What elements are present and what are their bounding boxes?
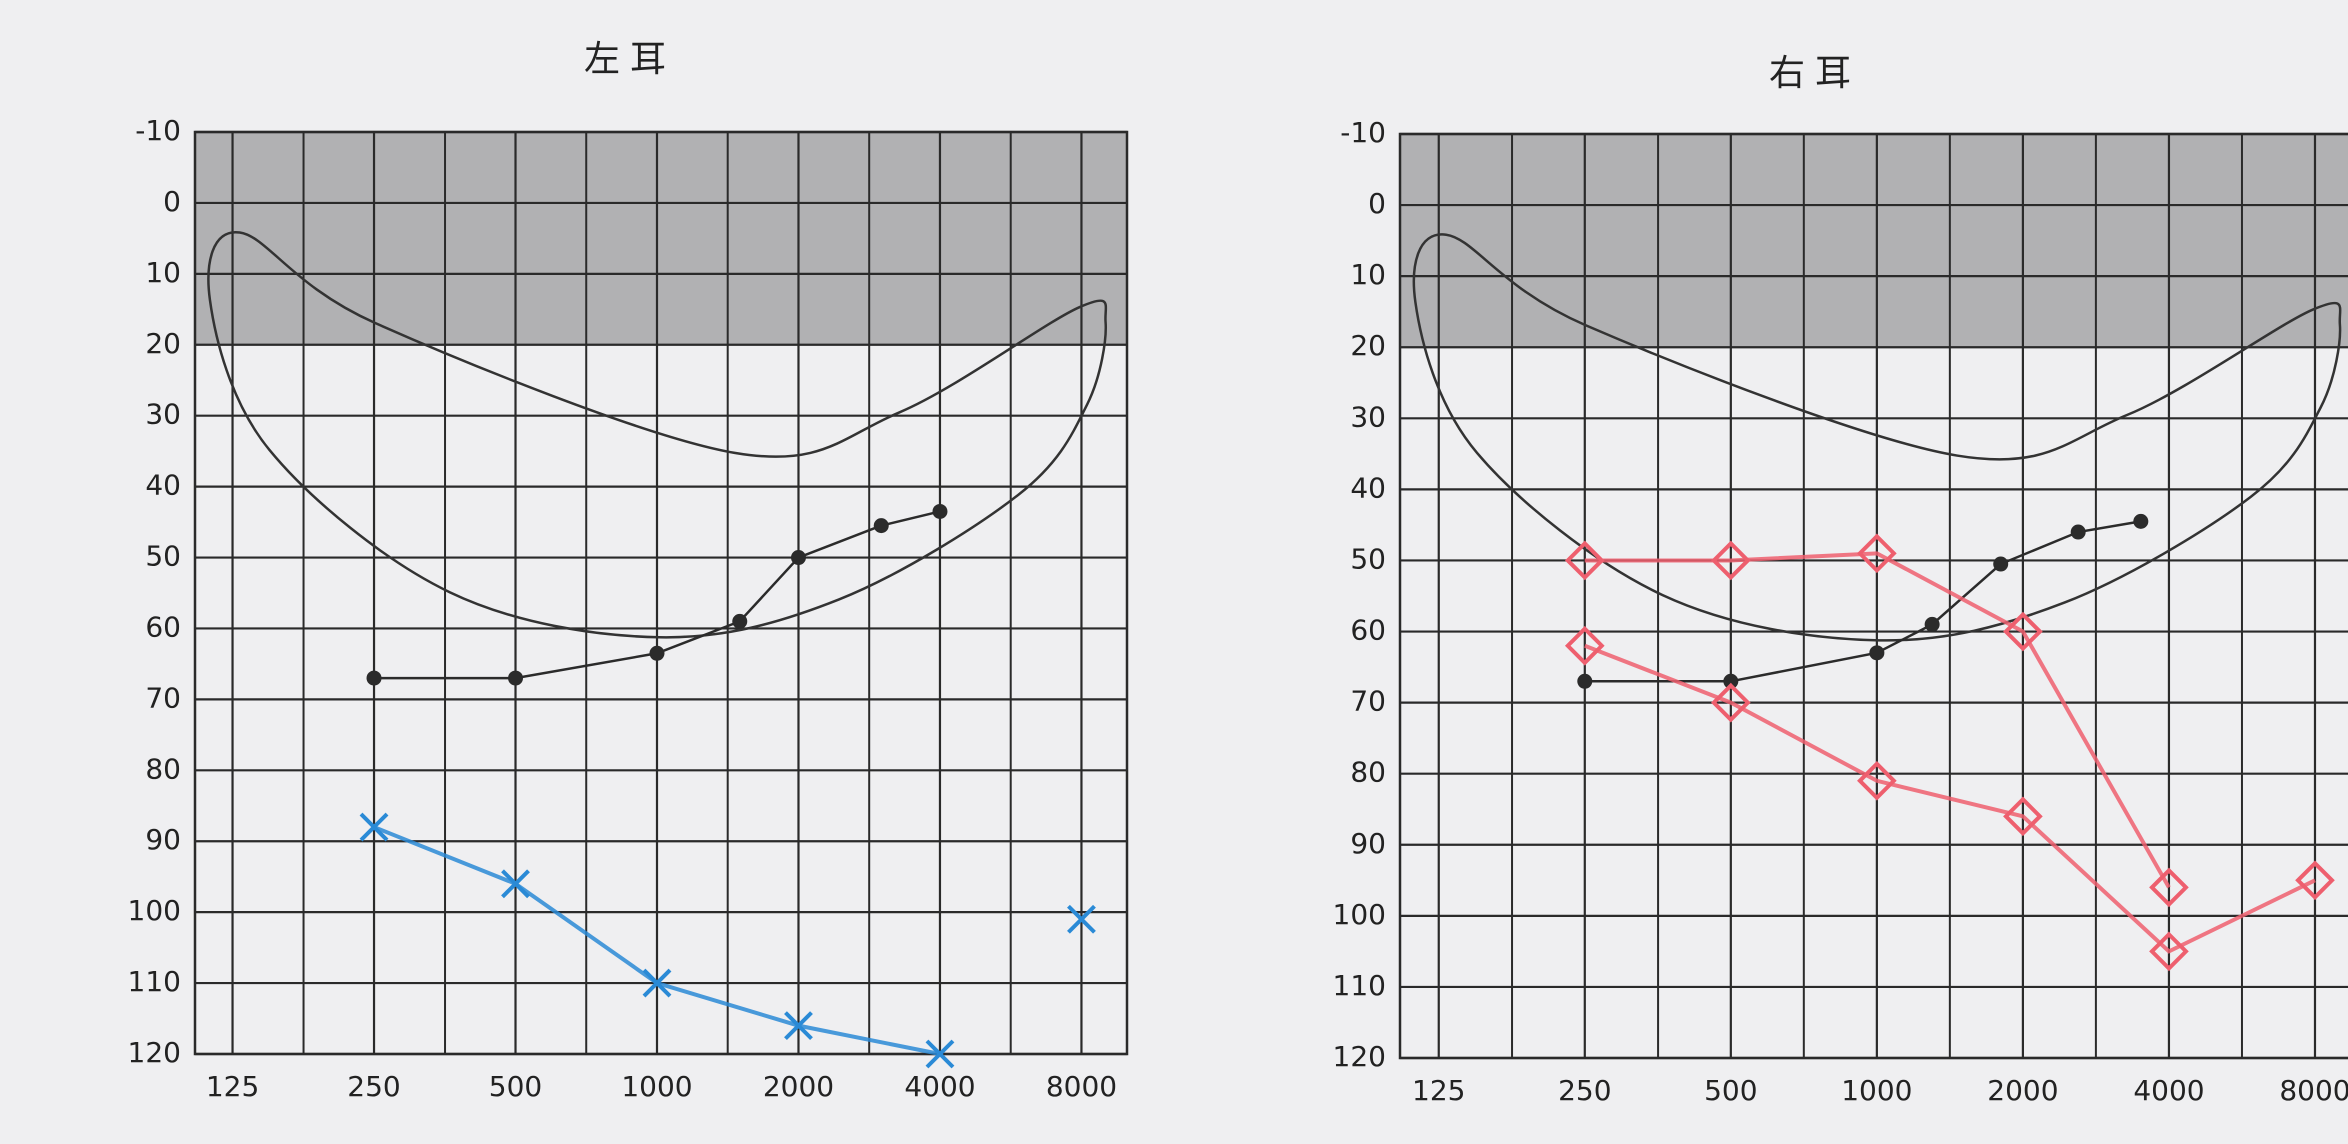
chart-title: 右耳 [1769,53,1861,94]
data-point [649,645,665,661]
x-tick-label: 125 [206,1070,259,1103]
y-tick-label: 90 [1350,827,1386,860]
data-point [2149,931,2189,972]
data-point [873,518,889,534]
y-tick-label: 20 [1350,329,1386,362]
plot-frame [1398,132,2348,1060]
y-tick-label: 110 [128,965,181,998]
y-tick-label: 0 [163,185,181,218]
y-tick-label: 100 [128,894,181,927]
y-tick-label: 110 [1333,969,1386,1002]
series-line [1584,643,2316,954]
data-point [1857,760,1897,801]
y-tick-label: 20 [145,327,181,360]
data-point [2295,860,2335,901]
x-stroke [1067,904,1096,934]
data-point [366,670,382,686]
x-stroke [784,1011,813,1041]
x-tick-label: 500 [1704,1074,1757,1107]
y-tick-label: -10 [135,114,181,147]
data-point [784,1011,813,1041]
shaded-band [1400,134,2348,348]
x-tick-label: 4000 [904,1070,975,1103]
speech-banana [207,231,1108,639]
x-tick-label: 1000 [621,1070,692,1103]
data-point [2149,867,2189,908]
shaded-band [195,132,1127,345]
x-tick-label: 250 [347,1070,400,1103]
data-point [359,812,389,842]
data-point [1711,540,1751,581]
x-tick-label: 2000 [763,1070,834,1103]
data-point [1711,682,1751,723]
y-tick-label: 0 [1368,187,1386,220]
y-tick-label: 10 [145,256,181,289]
data-point [732,613,748,629]
data-point [1924,616,1940,632]
chart-title: 左耳 [584,39,676,80]
data-point [2003,796,2043,837]
y-tick-label: 120 [1333,1040,1386,1073]
speech-banana [1412,233,2342,642]
x-tick-label: 250 [1558,1074,1611,1107]
x-tick-label: 8000 [1046,1070,1117,1103]
data-point [1577,673,1593,689]
y-tick-label: 50 [145,540,181,573]
y-tick-label: 80 [1350,756,1386,789]
y-tick-label: 120 [128,1036,181,1069]
plot-area: -10 0 10 20 30 40 50 60 70 80 90 100 110 120 125 250 500… [1333,116,2348,1107]
x-stroke [642,968,672,998]
data-point [925,1039,955,1069]
data-point [501,869,530,899]
y-tick-label: 50 [1350,542,1386,575]
x-stroke [925,1039,955,1069]
y-tick-label: 60 [145,610,181,643]
y-tick-label: 70 [145,681,181,714]
x-stroke [501,869,530,899]
x-stroke [359,812,389,842]
data-point [2133,513,2149,529]
x-tick-label: 500 [489,1070,542,1103]
data-point [1067,904,1096,934]
y-tick-label: 40 [145,469,181,502]
y-tick-label: 100 [1333,898,1386,931]
data-point [1857,533,1897,574]
x-tick-label: 125 [1412,1074,1465,1107]
y-tick-label: 80 [145,752,181,785]
y-tick-label: 40 [1350,471,1386,504]
x-tick-label: 4000 [2133,1074,2204,1107]
y-tick-label: -10 [1340,116,1386,149]
data-point [1723,673,1739,689]
data-point [642,968,672,998]
y-tick-label: 70 [1350,685,1386,718]
data-point [1564,540,1605,581]
data-point [1564,625,1605,666]
data-point [508,670,524,686]
data-point [1993,556,2009,572]
y-tick-label: 10 [1350,258,1386,291]
y-tick-label: 30 [145,398,181,431]
y-tick-label: 30 [1350,400,1386,433]
x-tick-label: 8000 [2279,1074,2348,1107]
y-tick-label: 60 [1350,614,1386,647]
series-line [1584,551,2171,889]
plot-area: -10 0 10 20 30 40 50 60 70 80 90 100 110 120 125 250 500… [128,114,1129,1103]
data-point [932,503,948,519]
data-point [790,550,806,566]
x-tick-label: 1000 [1841,1074,1912,1107]
x-tick-label: 2000 [1987,1074,2058,1107]
data-point [2003,611,2043,652]
data-point [2070,524,2086,540]
plot-frame [193,130,1129,1056]
y-tick-label: 90 [145,823,181,856]
data-point [1869,645,1885,661]
